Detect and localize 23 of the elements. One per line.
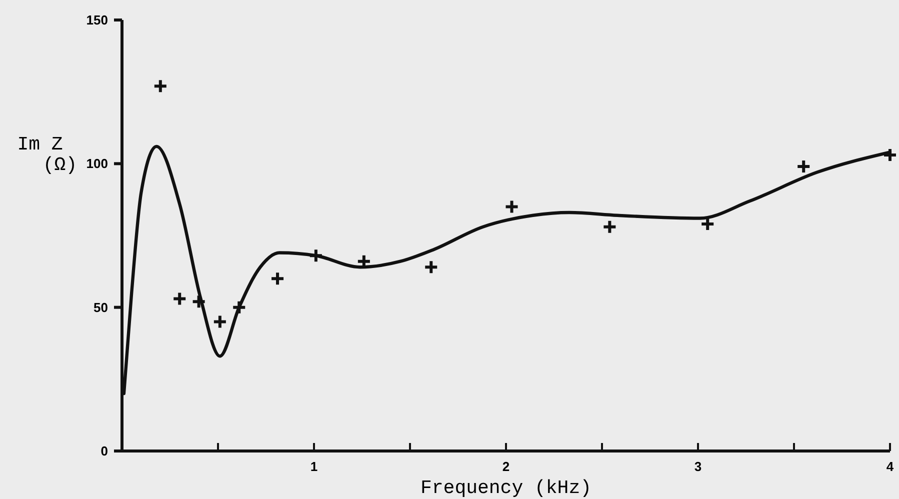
x-tick-label: 1 [310,459,318,474]
point [308,248,324,264]
point [424,260,439,275]
y-tick-label: 100 [86,156,108,172]
x-tick-label: 2 [502,459,510,474]
point [882,148,898,163]
point [504,199,520,214]
point [796,159,812,174]
point [212,314,228,330]
x-tick-label: 4 [886,459,894,474]
x-axis-title: Frequency (kHz) [420,477,592,499]
point [602,219,618,234]
point [270,271,286,286]
y-tick-label: 0 [100,444,108,459]
y-axis-title: Im Z (Ω) [17,133,78,176]
point [191,294,206,310]
point [232,300,247,315]
point [172,291,188,306]
x-tick-label: 3 [694,459,702,474]
y-tick-label: 50 [94,300,108,315]
point [700,216,716,232]
point [152,78,168,94]
y-tick-label: 150 [86,12,108,28]
